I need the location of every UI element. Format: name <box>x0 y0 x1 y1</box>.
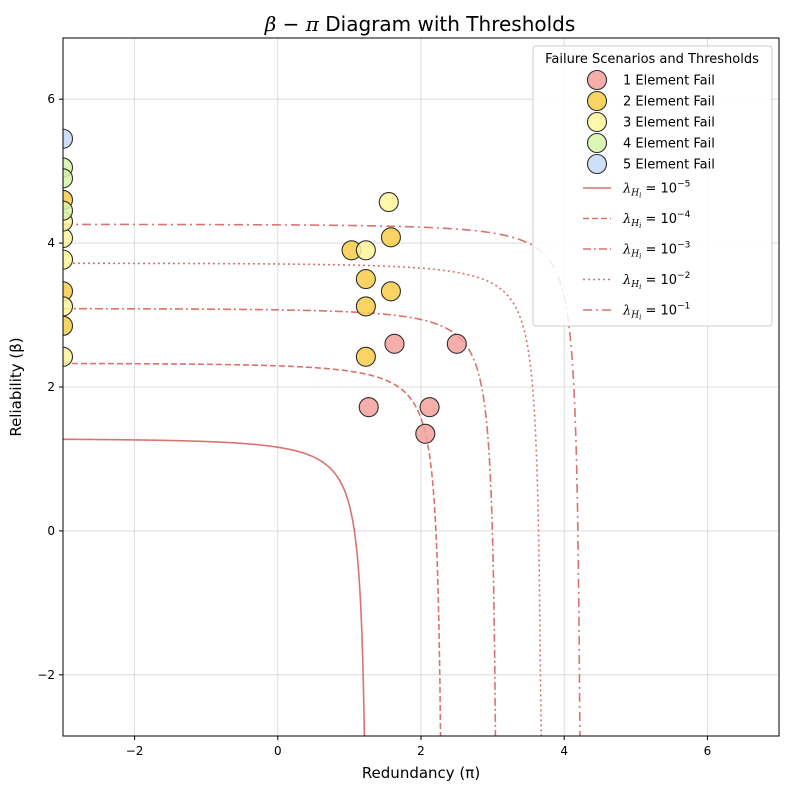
legend-threshold-label-part: λ <box>622 212 631 227</box>
legend-threshold-label-part: −5 <box>677 180 690 190</box>
scatter-point <box>355 346 376 367</box>
y-tick-label: 0 <box>47 524 55 538</box>
y-tick-label: 6 <box>47 92 55 106</box>
legend-threshold-label: λHi = 10−5 <box>622 180 690 200</box>
data-points <box>63 128 467 444</box>
x-tick-label: 6 <box>704 744 712 758</box>
scatter-point <box>378 192 399 213</box>
scatter-point <box>63 200 74 221</box>
legend-threshold-label-part: −4 <box>677 210 691 220</box>
legend-threshold-label-part: H <box>630 189 639 199</box>
legend-threshold-label-part: −2 <box>677 271 690 281</box>
legend-threshold-label-part: 10 <box>661 243 678 258</box>
y-tick-label: 4 <box>47 236 55 250</box>
scatter-point <box>355 240 376 261</box>
legend-threshold-label-part: H <box>630 219 639 229</box>
legend-threshold-label-part: i <box>639 253 641 261</box>
y-tick-label: 2 <box>47 380 55 394</box>
legend-threshold-label-part: = <box>641 212 660 227</box>
chart-title: β − π Diagram with Thresholds <box>264 12 576 36</box>
legend-label: 2 Element Fail <box>623 95 715 110</box>
x-axis-label: Redundancy (π) <box>362 764 480 782</box>
legend-threshold-label-part: −1 <box>677 302 690 312</box>
legend-marker <box>586 153 608 175</box>
threshold-curve <box>63 362 442 736</box>
legend-threshold-label-part: i <box>639 283 641 291</box>
y-axis-label: Reliability (β) <box>7 337 25 436</box>
legend-marker <box>586 132 608 154</box>
scatter-point <box>63 128 74 149</box>
legend-threshold-label-part: 10 <box>661 182 678 197</box>
legend-threshold-label: λHi = 10−3 <box>622 241 690 261</box>
legend-threshold-label: λHi = 10−2 <box>622 271 690 291</box>
legend-threshold-label-part: 10 <box>661 304 678 319</box>
legend-threshold-label-part: = <box>641 243 660 258</box>
scatter-point <box>63 227 74 249</box>
scatter-point <box>380 227 401 248</box>
legend-threshold-label-part: i <box>639 222 641 230</box>
x-tick-label: −2 <box>126 744 144 758</box>
legend-threshold-label-part: −3 <box>677 241 690 251</box>
legend-label: 3 Element Fail <box>623 116 715 131</box>
legend-threshold-label-part: = <box>641 304 660 319</box>
scatter-point <box>355 269 376 290</box>
x-tick-label: 0 <box>274 744 282 758</box>
scatter-point <box>63 249 74 270</box>
scatter-point <box>63 281 74 302</box>
legend-threshold-label: λHi = 10−1 <box>622 302 690 322</box>
legend-threshold-label-part: i <box>639 314 641 322</box>
scatter-point <box>419 397 440 418</box>
legend-marker <box>586 111 608 133</box>
threshold-curves <box>63 223 581 736</box>
legend-threshold-label-part: λ <box>622 182 631 197</box>
legend-threshold-label-part: λ <box>622 304 631 319</box>
legend-threshold-label-part: = <box>641 273 660 288</box>
legend-marker <box>586 69 608 91</box>
y-tick-label: −2 <box>37 668 55 682</box>
title-pi: π <box>305 12 320 36</box>
legend-threshold-label-part: i <box>639 192 641 200</box>
scatter-point <box>63 315 74 336</box>
scatter-point <box>355 296 376 317</box>
legend-threshold-label-part: H <box>630 280 639 290</box>
legend-threshold-label-part: λ <box>622 273 631 288</box>
scatter-point <box>384 333 405 354</box>
legend-label: 5 Element Fail <box>623 158 715 173</box>
threshold-curve <box>63 223 581 736</box>
legend-title: Failure Scenarios and Thresholds <box>545 52 759 67</box>
scatter-point <box>63 168 74 189</box>
scatter-point <box>380 281 401 302</box>
threshold-curve <box>63 307 497 736</box>
legend-threshold-label: λHi = 10−4 <box>622 210 691 230</box>
legend-threshold-label-part: λ <box>622 243 631 258</box>
x-tick-label: 4 <box>560 744 568 758</box>
threshold-curve <box>63 262 543 736</box>
title-minus: − <box>276 12 305 36</box>
legend-threshold-label-part: H <box>630 250 639 260</box>
legend-threshold-label-part: 10 <box>661 273 678 288</box>
scatter-point <box>358 397 379 418</box>
title-beta: β <box>264 12 277 36</box>
title-rest: Diagram with Thresholds <box>319 12 575 36</box>
scatter-point <box>63 296 74 317</box>
legend-threshold-label-part: 10 <box>661 212 678 227</box>
legend-label: 4 Element Fail <box>623 137 715 152</box>
legend-marker <box>586 90 608 112</box>
threshold-curve <box>63 438 366 736</box>
x-tick-label: 2 <box>417 744 425 758</box>
scatter-point <box>415 423 436 444</box>
scatter-point <box>63 346 74 367</box>
axis-ticks: −2 0 2 4 6 −2 0 2 4 6 <box>37 92 711 758</box>
legend-threshold-label-part: H <box>630 311 639 321</box>
legend-label: 1 Element Fail <box>623 74 715 89</box>
legend-threshold-label-part: = <box>641 182 660 197</box>
scatter-point <box>446 333 467 354</box>
legend: Failure Scenarios and Thresholds 1 Elemen… <box>532 45 773 327</box>
